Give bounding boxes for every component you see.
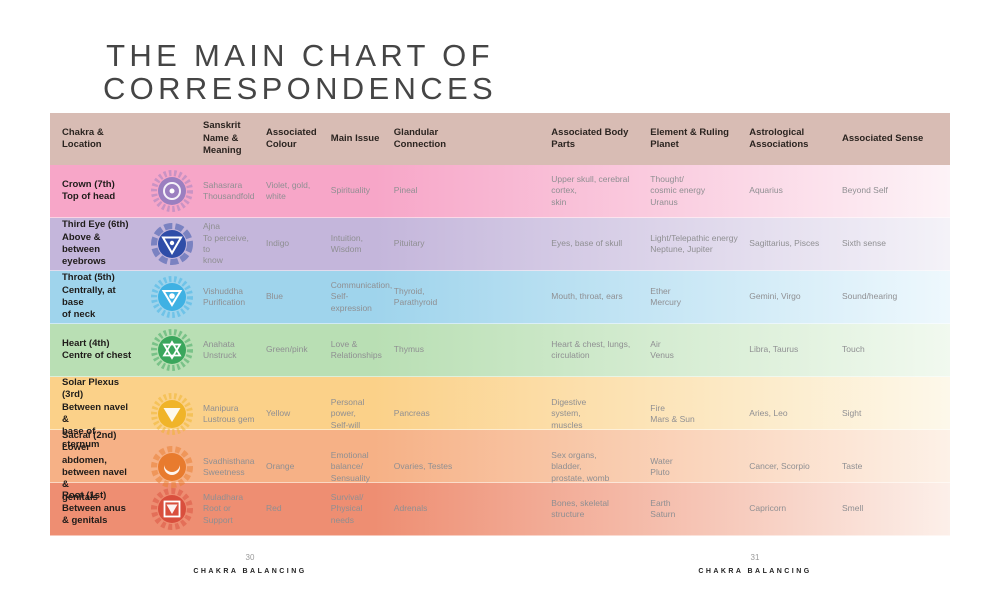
main-issue: Survival/ Physical needs <box>330 491 364 525</box>
associated-sense: Smell <box>841 503 864 514</box>
main-issue: Emotional balance/ Sensuality <box>330 449 371 483</box>
astrological-associations: Gemini, Virgo <box>749 291 801 302</box>
associated-colour: Green/pink <box>266 344 308 355</box>
main-issue: Spirituality <box>330 185 371 196</box>
column-header-sanskrit: Sanskrit Name & Meaning <box>203 120 242 157</box>
main-issue: Communication, Self-expression <box>330 279 393 313</box>
crown-chakra-icon <box>150 170 193 212</box>
associated-colour: Red <box>266 503 282 514</box>
chakra-location: Third Eye (6th) Above & between eyebrows <box>62 219 129 268</box>
page-title: THE MAIN CHART OF CORRESPONDENCES <box>60 38 540 106</box>
sanskrit-name: Svadhisthana Sweetness <box>203 455 255 478</box>
column-header-colour: Associated Colour <box>266 126 317 150</box>
glandular-connection: Pancreas <box>393 408 430 419</box>
glandular-connection: Ovaries, Testes <box>393 461 453 472</box>
main-issue: Love & Relationships <box>330 338 382 360</box>
column-header-sense: Associated Sense <box>841 132 924 144</box>
glandular-connection: Pineal <box>393 185 418 196</box>
solar-plexus-chakra-icon <box>150 393 193 436</box>
associated-sense: Sixth sense <box>841 238 886 249</box>
third-eye-chakra-icon <box>150 223 193 265</box>
column-header-body-parts: Associated Body Parts <box>551 126 629 150</box>
associated-body-parts: Eyes, base of skull <box>551 238 623 249</box>
book-title-right: CHAKRA BALANCING <box>698 568 812 575</box>
root-chakra-icon <box>150 488 193 530</box>
page-footer-left: 30 CHAKRA BALANCING <box>150 553 350 575</box>
associated-body-parts: Bones, skeletal structure <box>551 497 609 519</box>
main-issue: Personal power, Self-will <box>330 396 365 430</box>
chakra-location: Root (1st) Between anus & genitals <box>62 490 126 527</box>
correspondence-table: Chakra & Location Sanskrit Name & Meanin… <box>50 113 950 536</box>
element-ruling-planet: Earth Saturn <box>650 497 676 519</box>
table-header-row: Chakra & Location Sanskrit Name & Meanin… <box>50 113 950 165</box>
table-row-solar-plexus: Solar Plexus (3rd) Between navel & base … <box>50 377 950 450</box>
associated-colour: Yellow <box>266 408 291 419</box>
associated-body-parts: Heart & chest, lungs, circulation <box>551 338 631 360</box>
element-ruling-planet: Water Pluto <box>650 455 673 478</box>
page-title-line-1: THE MAIN CHART OF <box>106 38 494 73</box>
page-footer-right: 31 CHAKRA BALANCING <box>655 553 855 575</box>
associated-body-parts: Digestive system, muscles <box>551 396 587 430</box>
astrological-associations: Libra, Taurus <box>749 344 799 355</box>
associated-body-parts: Mouth, throat, ears <box>551 291 623 302</box>
table-row-throat: Throat (5th) Centrally, at base of neck … <box>50 271 950 324</box>
table-row-crown: Crown (7th) Top of head Sahasrara Thousa… <box>50 165 950 218</box>
associated-sense: Beyond Self <box>841 185 888 196</box>
astrological-associations: Capricorn <box>749 503 787 514</box>
chakra-location: Crown (7th) Top of head <box>62 178 116 202</box>
associated-sense: Taste <box>841 461 863 472</box>
heart-chakra-icon <box>150 329 193 371</box>
chakra-location: Sacral (2nd) Lower abdomen, between nave… <box>62 430 127 503</box>
sanskrit-name: Manipura Lustrous gem <box>203 402 255 425</box>
table-row-sacral: Sacral (2nd) Lower abdomen, between nave… <box>50 430 950 503</box>
glandular-connection: Adrenals <box>393 503 428 514</box>
associated-colour: Blue <box>266 291 284 302</box>
element-ruling-planet: Light/Telepathic energy Neptune, Jupiter <box>650 232 738 254</box>
associated-colour: Indigo <box>266 238 290 249</box>
main-issue: Intuition, Wisdom <box>330 232 363 254</box>
glandular-connection: Pituitary <box>393 238 425 249</box>
table-row-heart: Heart (4th) Centre of chest Anahata Unst… <box>50 324 950 377</box>
associated-sense: Sound/hearing <box>841 291 898 302</box>
column-header-element-planet: Element & Ruling Planet <box>650 126 729 150</box>
chakra-location: Solar Plexus (3rd) Between navel & base … <box>62 377 128 450</box>
sanskrit-name: Anahata Unstruck <box>203 338 237 360</box>
chakra-location: Throat (5th) Centrally, at base of neck <box>62 272 116 321</box>
throat-chakra-icon <box>150 276 193 318</box>
associated-sense: Touch <box>841 344 865 355</box>
astrological-associations: Aries, Leo <box>749 408 788 419</box>
astrological-associations: Sagittarius, Pisces <box>749 238 820 249</box>
column-header-main-issue: Main Issue <box>330 132 380 144</box>
page-number-left: 30 <box>245 553 255 562</box>
book-title-left: CHAKRA BALANCING <box>193 568 307 575</box>
sacral-chakra-icon <box>150 446 193 489</box>
element-ruling-planet: Thought/ cosmic energy Uranus <box>650 173 706 207</box>
element-ruling-planet: Air Venus <box>650 338 674 360</box>
table-row-third-eye: Third Eye (6th) Above & between eyebrows… <box>50 218 950 271</box>
column-header-glandular: Glandular Connection <box>393 126 447 150</box>
element-ruling-planet: Ether Mercury <box>650 285 681 307</box>
astrological-associations: Cancer, Scorpio <box>749 461 810 472</box>
sanskrit-name: Vishuddha Purification <box>203 285 246 307</box>
associated-colour: Violet, gold, white <box>266 179 311 201</box>
column-header-chakra-location: Chakra & Location <box>62 126 104 150</box>
associated-colour: Orange <box>266 461 295 472</box>
chakra-location: Heart (4th) Centre of chest <box>62 337 132 361</box>
page-number-right: 31 <box>750 553 760 562</box>
sanskrit-name: Ajna To perceive, to know <box>203 221 249 266</box>
sanskrit-name: Sahasrara Thousandfold <box>203 179 255 201</box>
glandular-connection: Thyroid, Parathyroid <box>393 285 438 307</box>
associated-sense: Sight <box>841 408 862 419</box>
column-header-astrological: Astrological Associations <box>749 126 809 150</box>
element-ruling-planet: Fire Mars & Sun <box>650 402 695 425</box>
table-row-root: Root (1st) Between anus & genitals Mulad… <box>50 483 950 536</box>
page-title-line-2: CORRESPONDENCES <box>102 70 498 106</box>
sanskrit-name: Muladhara Root or Support <box>203 491 244 525</box>
astrological-associations: Aquarius <box>749 185 783 196</box>
associated-body-parts: Sex organs, bladder, prostate, womb <box>551 449 610 483</box>
glandular-connection: Thymus <box>393 344 425 355</box>
associated-body-parts: Upper skull, cerebral cortex, skin <box>551 173 630 207</box>
